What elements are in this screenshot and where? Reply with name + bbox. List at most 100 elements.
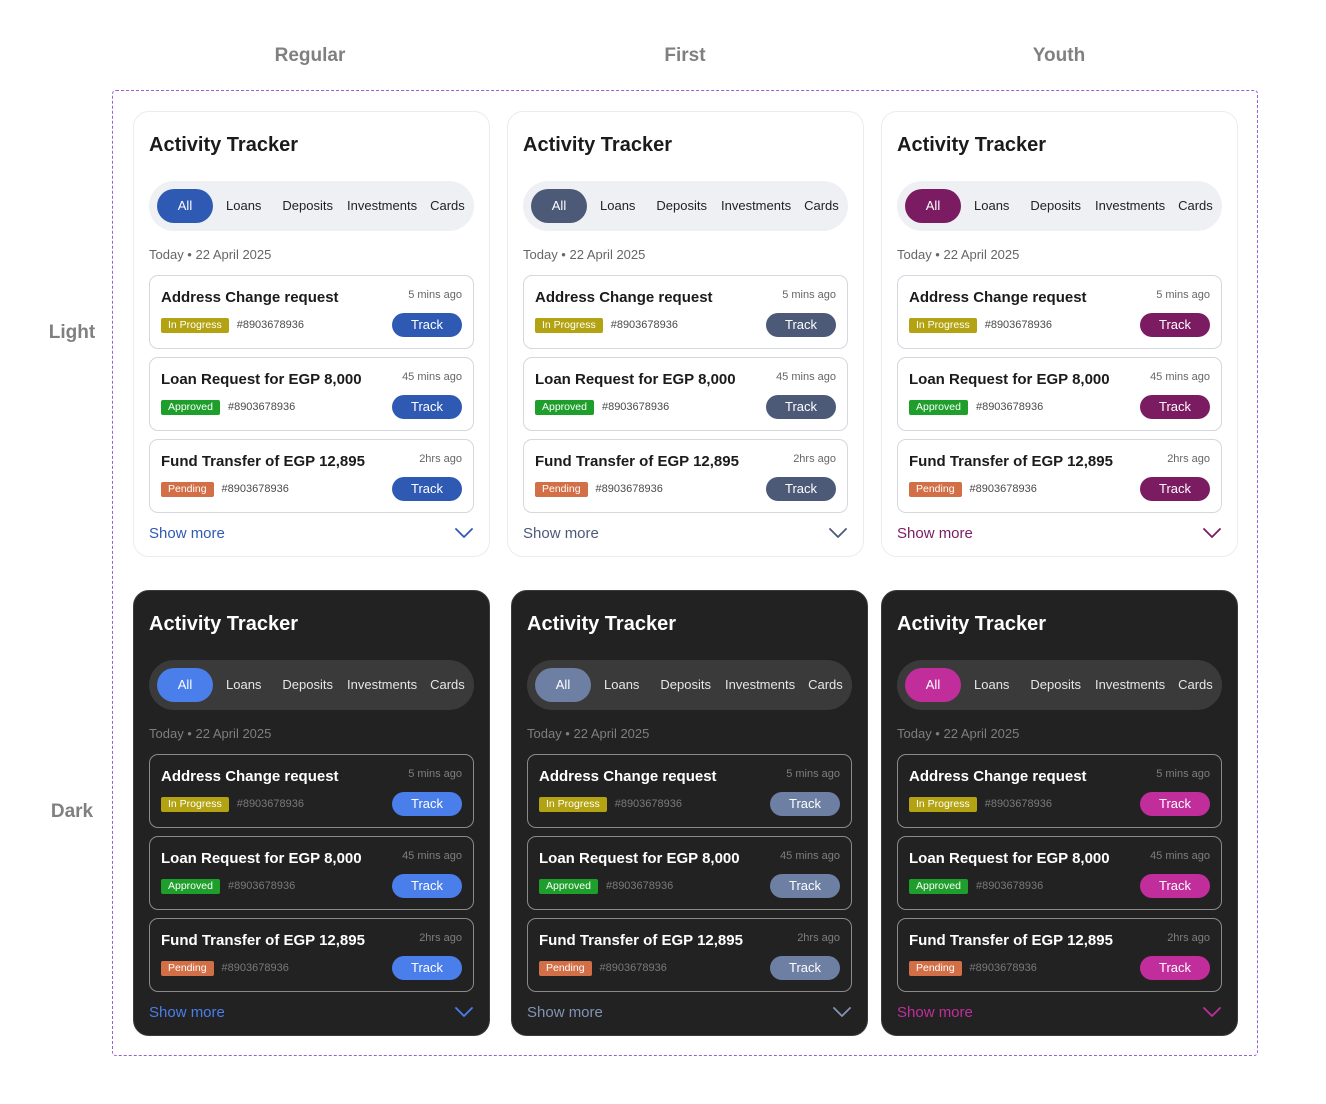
activity-title: Address Change request bbox=[909, 289, 1087, 306]
tab-loans[interactable]: Loans bbox=[974, 198, 1010, 213]
track-button[interactable]: Track bbox=[766, 395, 836, 419]
tab-deposits[interactable]: Deposits bbox=[660, 677, 711, 692]
track-button[interactable]: Track bbox=[392, 792, 462, 816]
tab-deposits[interactable]: Deposits bbox=[1030, 677, 1081, 692]
track-button[interactable]: Track bbox=[770, 956, 840, 980]
reference-number: #8903678936 bbox=[221, 962, 289, 974]
activity-date: Today • 22 April 2025 bbox=[523, 247, 646, 262]
column-label-youth: Youth bbox=[1032, 45, 1086, 66]
reference-number: #8903678936 bbox=[975, 401, 1044, 413]
status-badge: In Progress bbox=[535, 317, 603, 333]
track-button[interactable]: Track bbox=[392, 874, 462, 898]
tab-investments[interactable]: Investments bbox=[347, 198, 418, 213]
tab-all[interactable]: All bbox=[157, 668, 213, 702]
status-badge: Approved bbox=[535, 399, 594, 415]
tab-deposits[interactable]: Deposits bbox=[1030, 198, 1081, 213]
tab-cards[interactable]: Cards bbox=[430, 198, 465, 213]
row-label-dark: Dark bbox=[50, 801, 94, 822]
tab-cards[interactable]: Cards bbox=[804, 198, 839, 213]
track-button[interactable]: Track bbox=[1140, 792, 1210, 816]
tab-all[interactable]: All bbox=[905, 668, 961, 702]
tab-cards[interactable]: Cards bbox=[430, 677, 465, 692]
activity-time: 2hrs ago bbox=[419, 932, 462, 944]
activity-list: Address Change request 5 mins ago In Pro… bbox=[897, 754, 1222, 992]
track-button[interactable]: Track bbox=[1140, 477, 1210, 501]
tab-loans[interactable]: Loans bbox=[226, 677, 262, 692]
activity-title: Loan Request for EGP 8,000 bbox=[909, 371, 1110, 388]
show-more-link[interactable]: Show more bbox=[897, 1003, 973, 1021]
show-more-link[interactable]: Show more bbox=[149, 524, 225, 542]
reference-number: #8903678936 bbox=[221, 483, 289, 495]
reference-number: #8903678936 bbox=[601, 401, 670, 413]
activity-time: 5 mins ago bbox=[1156, 289, 1210, 301]
activity-time: 2hrs ago bbox=[793, 453, 836, 465]
activity-tracker-card-first-dark: Activity Tracker All Loans Deposits Inve… bbox=[511, 590, 868, 1036]
widget-title: Activity Tracker bbox=[527, 613, 676, 635]
tab-loans[interactable]: Loans bbox=[600, 198, 636, 213]
tab-investments[interactable]: Investments bbox=[721, 198, 792, 213]
track-button[interactable]: Track bbox=[766, 477, 836, 501]
show-more-link[interactable]: Show more bbox=[897, 524, 973, 542]
tab-investments[interactable]: Investments bbox=[1095, 677, 1166, 692]
tab-investments[interactable]: Investments bbox=[347, 677, 418, 692]
activity-time: 5 mins ago bbox=[408, 289, 462, 301]
reference-number: #8903678936 bbox=[236, 319, 304, 331]
chevron-down-icon[interactable] bbox=[454, 1002, 474, 1022]
show-more-link[interactable]: Show more bbox=[523, 524, 599, 542]
reference-number: #8903678936 bbox=[605, 880, 674, 892]
track-button[interactable]: Track bbox=[392, 956, 462, 980]
activity-date: Today • 22 April 2025 bbox=[897, 726, 1020, 741]
tab-deposits[interactable]: Deposits bbox=[656, 198, 707, 213]
track-button[interactable]: Track bbox=[392, 477, 462, 501]
activity-tracker-card-regular-light: Activity Tracker All Loans Deposits Inve… bbox=[133, 111, 490, 557]
reference-number: #8903678936 bbox=[969, 962, 1037, 974]
track-button[interactable]: Track bbox=[1140, 956, 1210, 980]
chevron-down-icon[interactable] bbox=[832, 1002, 852, 1022]
reference-number: #8903678936 bbox=[614, 798, 682, 810]
activity-time: 45 mins ago bbox=[1150, 850, 1210, 862]
activity-date: Today • 22 April 2025 bbox=[527, 726, 650, 741]
tab-loans[interactable]: Loans bbox=[226, 198, 262, 213]
status-badge: In Progress bbox=[161, 796, 229, 812]
track-button[interactable]: Track bbox=[770, 874, 840, 898]
chevron-down-icon[interactable] bbox=[454, 523, 474, 543]
tab-loans[interactable]: Loans bbox=[974, 677, 1010, 692]
tab-all[interactable]: All bbox=[535, 668, 591, 702]
track-button[interactable]: Track bbox=[770, 792, 840, 816]
tab-investments[interactable]: Investments bbox=[725, 677, 796, 692]
activity-date: Today • 22 April 2025 bbox=[897, 247, 1020, 262]
tab-investments[interactable]: Investments bbox=[1095, 198, 1166, 213]
activity-item: Loan Request for EGP 8,000 45 mins ago A… bbox=[897, 836, 1222, 910]
track-button[interactable]: Track bbox=[1140, 874, 1210, 898]
widget-title: Activity Tracker bbox=[523, 134, 672, 156]
activity-item: Loan Request for EGP 8,000 45 mins ago A… bbox=[527, 836, 852, 910]
show-more-link[interactable]: Show more bbox=[149, 1003, 225, 1021]
chevron-down-icon[interactable] bbox=[1202, 523, 1222, 543]
activity-time: 2hrs ago bbox=[797, 932, 840, 944]
filter-tabs: All Loans Deposits Investments Cards bbox=[527, 660, 852, 710]
status-badge: Approved bbox=[909, 878, 968, 894]
chevron-down-icon[interactable] bbox=[1202, 1002, 1222, 1022]
tab-deposits[interactable]: Deposits bbox=[282, 677, 333, 692]
track-button[interactable]: Track bbox=[392, 395, 462, 419]
tab-deposits[interactable]: Deposits bbox=[282, 198, 333, 213]
activity-time: 2hrs ago bbox=[1167, 453, 1210, 465]
tab-cards[interactable]: Cards bbox=[1178, 677, 1213, 692]
column-label-first: First bbox=[664, 45, 706, 66]
activity-title: Address Change request bbox=[535, 289, 713, 306]
tab-all[interactable]: All bbox=[905, 189, 961, 223]
track-button[interactable]: Track bbox=[766, 313, 836, 337]
tab-all[interactable]: All bbox=[157, 189, 213, 223]
chevron-down-icon[interactable] bbox=[828, 523, 848, 543]
activity-time: 5 mins ago bbox=[786, 768, 840, 780]
track-button[interactable]: Track bbox=[1140, 313, 1210, 337]
tab-cards[interactable]: Cards bbox=[808, 677, 843, 692]
widget-title: Activity Tracker bbox=[897, 613, 1046, 635]
tab-cards[interactable]: Cards bbox=[1178, 198, 1213, 213]
track-button[interactable]: Track bbox=[392, 313, 462, 337]
track-button[interactable]: Track bbox=[1140, 395, 1210, 419]
tab-loans[interactable]: Loans bbox=[604, 677, 640, 692]
tab-all[interactable]: All bbox=[531, 189, 587, 223]
activity-tracker-card-youth-dark: Activity Tracker All Loans Deposits Inve… bbox=[881, 590, 1238, 1036]
show-more-link[interactable]: Show more bbox=[527, 1003, 603, 1021]
